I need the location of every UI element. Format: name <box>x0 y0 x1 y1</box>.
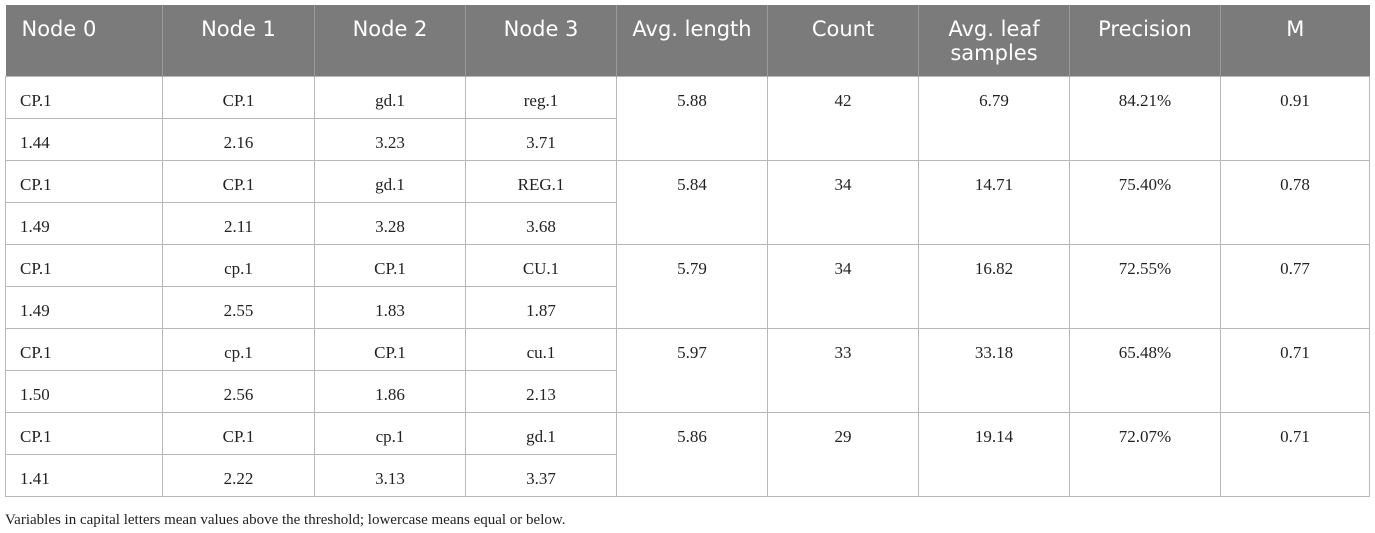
header-node-2: Node 2 <box>314 5 466 76</box>
m-cell: 0.91 <box>1220 75 1370 161</box>
node-1-cell: cp.1 <box>162 243 315 287</box>
avg-length-cell: 5.84 <box>616 159 768 245</box>
precision-cell: 72.55% <box>1069 243 1221 329</box>
node-2-cell: gd.1 <box>314 159 466 203</box>
node-0-cell: CP.1 <box>5 159 163 203</box>
threshold-1-cell: 2.56 <box>162 369 315 413</box>
node-0-cell: CP.1 <box>5 327 163 371</box>
threshold-2-cell: 3.13 <box>314 453 466 497</box>
threshold-0-cell: 1.41 <box>5 453 163 497</box>
m-cell: 0.71 <box>1220 327 1370 413</box>
node-0-cell: CP.1 <box>5 411 163 455</box>
header-node-0: Node 0 <box>5 5 163 76</box>
threshold-2-cell: 3.23 <box>314 117 466 161</box>
node-3-cell: CU.1 <box>465 243 617 287</box>
table-footnote: Variables in capital letters mean values… <box>5 512 566 528</box>
avg-leaf-samples-cell: 14.71 <box>918 159 1070 245</box>
threshold-0-cell: 1.50 <box>5 369 163 413</box>
threshold-3-cell: 2.13 <box>465 369 617 413</box>
precision-cell: 72.07% <box>1069 411 1221 497</box>
node-0-cell: CP.1 <box>5 75 163 119</box>
table-row: 1.44 2.16 3.23 3.71 <box>5 117 1370 161</box>
threshold-0-cell: 1.49 <box>5 201 163 245</box>
count-cell: 29 <box>767 411 919 497</box>
avg-leaf-samples-cell: 19.14 <box>918 411 1070 497</box>
table-row: 1.49 2.11 3.28 3.68 <box>5 201 1370 245</box>
threshold-1-cell: 2.22 <box>162 453 315 497</box>
m-cell: 0.71 <box>1220 411 1370 497</box>
header-node-3: Node 3 <box>465 5 617 76</box>
node-0-cell: CP.1 <box>5 243 163 287</box>
avg-length-cell: 5.97 <box>616 327 768 413</box>
avg-leaf-samples-cell: 33.18 <box>918 327 1070 413</box>
avg-leaf-samples-cell: 16.82 <box>918 243 1070 329</box>
table-row: CP.1 CP.1 gd.1 reg.1 5.88 42 6.79 84.21%… <box>5 75 1370 161</box>
node-1-cell: CP.1 <box>162 75 315 119</box>
precision-cell: 75.40% <box>1069 159 1221 245</box>
table-row: CP.1 cp.1 CP.1 cu.1 5.97 33 33.18 65.48%… <box>5 327 1370 413</box>
header-count: Count <box>767 5 919 76</box>
threshold-1-cell: 2.55 <box>162 285 315 329</box>
node-3-cell: cu.1 <box>465 327 617 371</box>
avg-length-cell: 5.86 <box>616 411 768 497</box>
header-avg-leaf-samples: Avg. leaf samples <box>918 5 1070 76</box>
node-3-cell: gd.1 <box>465 411 617 455</box>
threshold-3-cell: 3.71 <box>465 117 617 161</box>
table-row: 1.41 2.22 3.13 3.37 <box>5 453 1370 497</box>
node-3-cell: REG.1 <box>465 159 617 203</box>
results-table: Node 0 Node 1 Node 2 Node 3 Avg. length … <box>5 5 1370 497</box>
threshold-2-cell: 1.83 <box>314 285 466 329</box>
node-3-cell: reg.1 <box>465 75 617 119</box>
node-1-cell: cp.1 <box>162 327 315 371</box>
header-node-1: Node 1 <box>162 5 315 76</box>
node-2-cell: cp.1 <box>314 411 466 455</box>
threshold-2-cell: 1.86 <box>314 369 466 413</box>
node-2-cell: gd.1 <box>314 75 466 119</box>
threshold-0-cell: 1.44 <box>5 117 163 161</box>
count-cell: 33 <box>767 327 919 413</box>
header-avg-length: Avg. length <box>616 5 768 76</box>
threshold-0-cell: 1.49 <box>5 285 163 329</box>
table-container: Node 0 Node 1 Node 2 Node 3 Avg. length … <box>5 5 1370 497</box>
avg-length-cell: 5.79 <box>616 243 768 329</box>
table-row: 1.50 2.56 1.86 2.13 <box>5 369 1370 413</box>
header-m: M <box>1220 5 1370 76</box>
table-row: 1.49 2.55 1.83 1.87 <box>5 285 1370 329</box>
threshold-2-cell: 3.28 <box>314 201 466 245</box>
table-row: CP.1 CP.1 gd.1 REG.1 5.84 34 14.71 75.40… <box>5 159 1370 245</box>
node-1-cell: CP.1 <box>162 411 315 455</box>
count-cell: 34 <box>767 159 919 245</box>
node-1-cell: CP.1 <box>162 159 315 203</box>
precision-cell: 65.48% <box>1069 327 1221 413</box>
node-2-cell: CP.1 <box>314 243 466 287</box>
header-row: Node 0 Node 1 Node 2 Node 3 Avg. length … <box>5 5 1370 76</box>
precision-cell: 84.21% <box>1069 75 1221 161</box>
m-cell: 0.78 <box>1220 159 1370 245</box>
node-2-cell: CP.1 <box>314 327 466 371</box>
threshold-1-cell: 2.11 <box>162 201 315 245</box>
threshold-3-cell: 3.68 <box>465 201 617 245</box>
threshold-3-cell: 3.37 <box>465 453 617 497</box>
table-row: CP.1 cp.1 CP.1 CU.1 5.79 34 16.82 72.55%… <box>5 243 1370 329</box>
m-cell: 0.77 <box>1220 243 1370 329</box>
threshold-3-cell: 1.87 <box>465 285 617 329</box>
count-cell: 42 <box>767 75 919 161</box>
threshold-1-cell: 2.16 <box>162 117 315 161</box>
avg-length-cell: 5.88 <box>616 75 768 161</box>
header-precision: Precision <box>1069 5 1221 76</box>
table-row: CP.1 CP.1 cp.1 gd.1 5.86 29 19.14 72.07%… <box>5 411 1370 497</box>
avg-leaf-samples-cell: 6.79 <box>918 75 1070 161</box>
count-cell: 34 <box>767 243 919 329</box>
